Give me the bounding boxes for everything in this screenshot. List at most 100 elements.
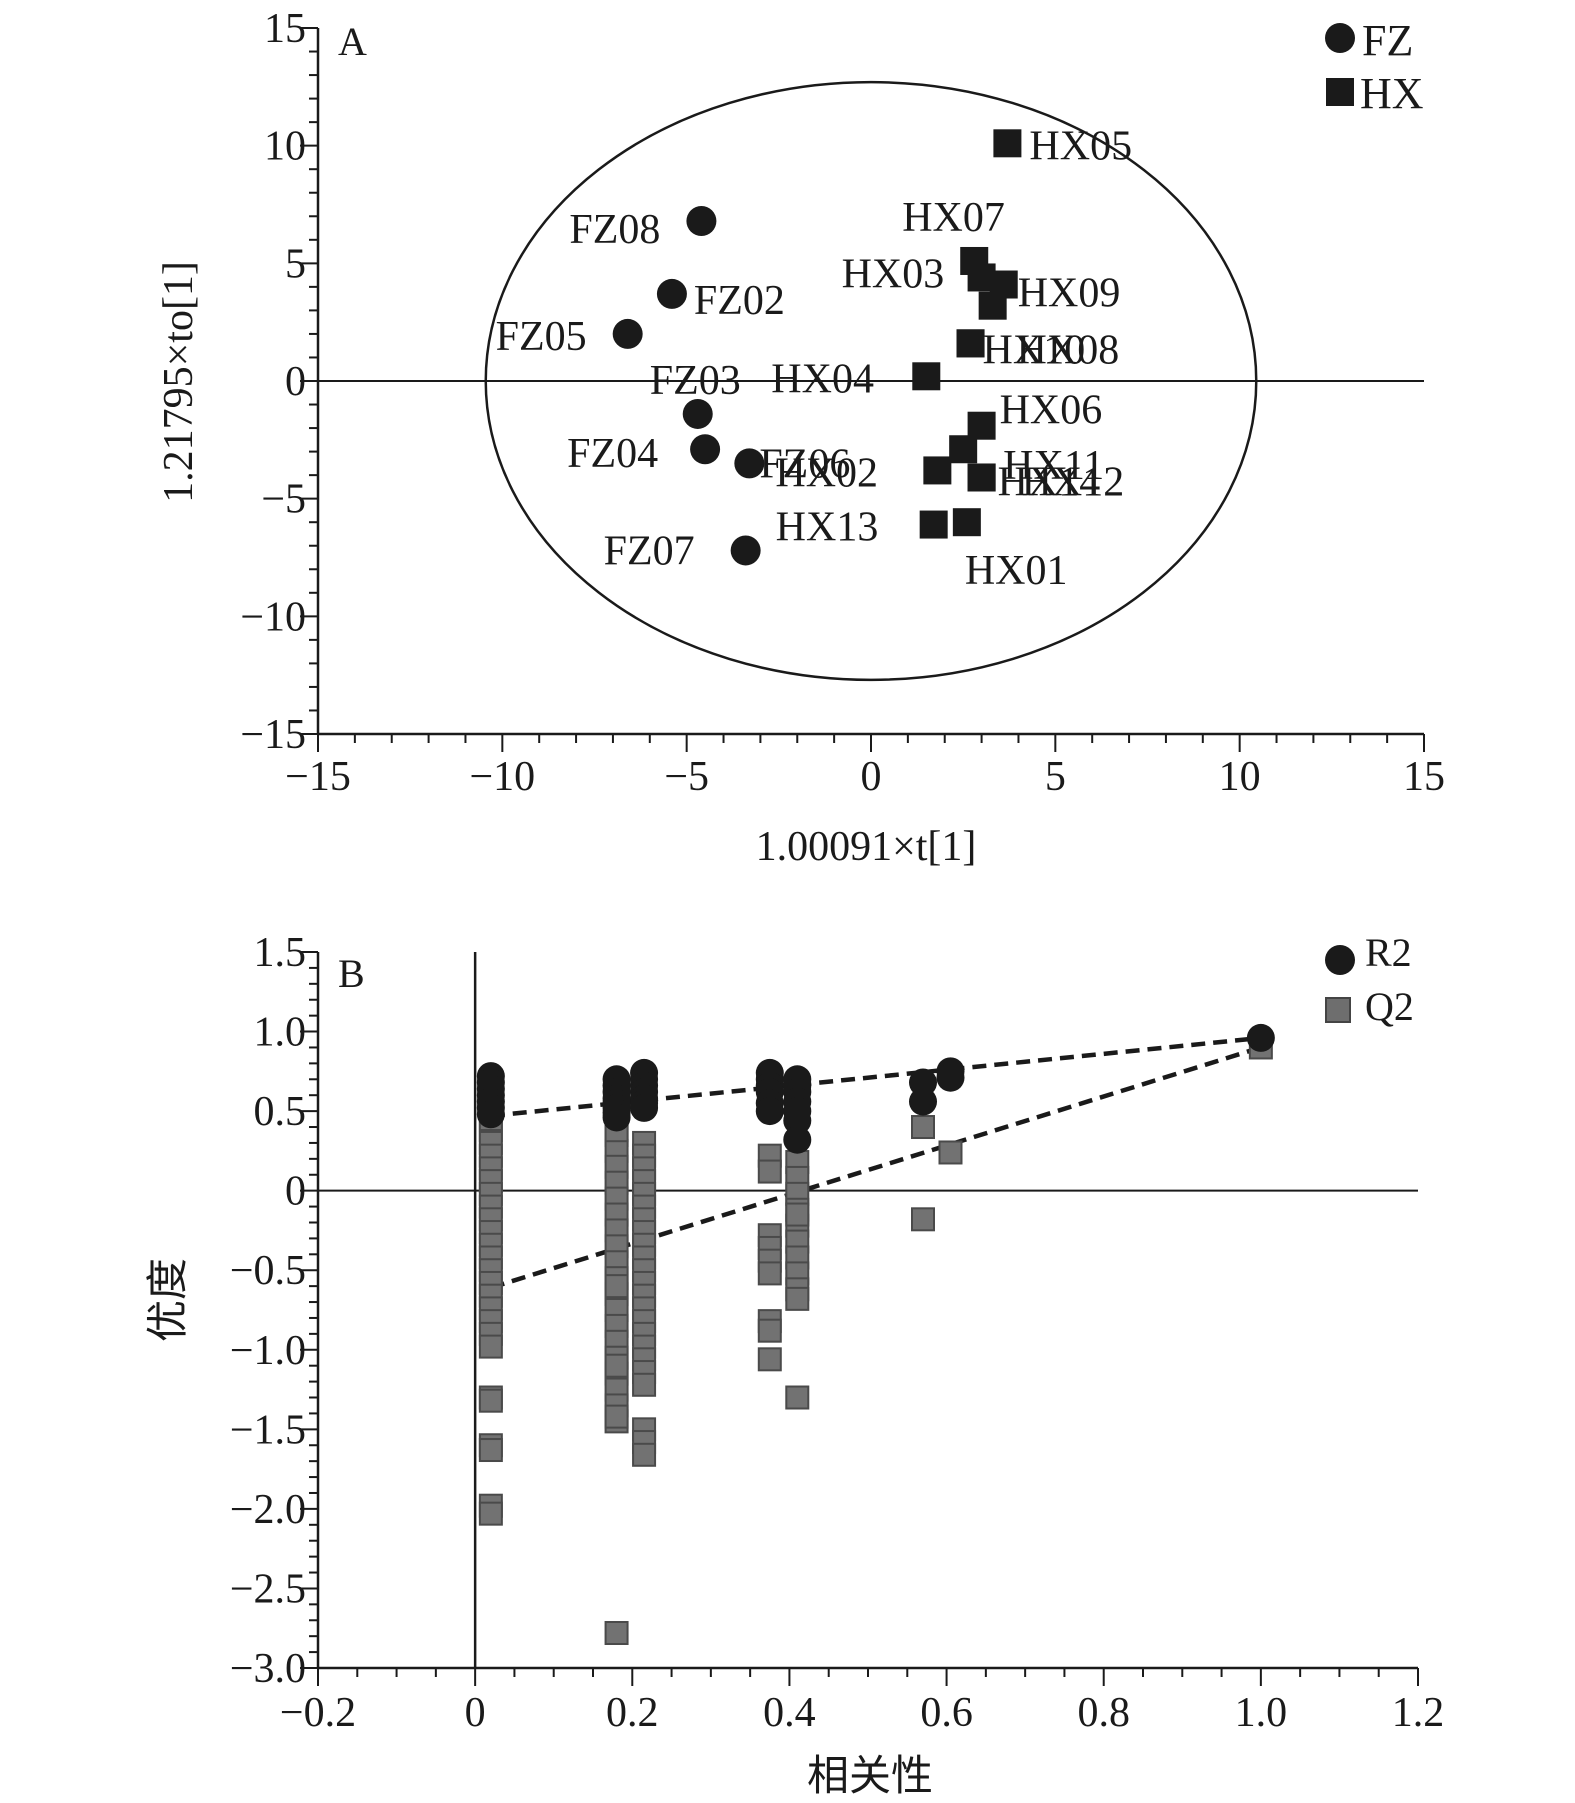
panel-a-y-tick-label: 0 (285, 359, 306, 405)
panel-b-y-tick-label: 0.5 (254, 1089, 307, 1135)
point-label-hx11: HX11 (1003, 443, 1104, 489)
panel-b-x-tick-label: 0.2 (606, 1690, 659, 1736)
q2-point (785, 1385, 810, 1410)
point-label-hx05: HX05 (1029, 123, 1132, 169)
panel-a-y-tick-label: −5 (261, 477, 306, 523)
panel-b-y-tick-label: −1.5 (230, 1407, 306, 1453)
q2-point (911, 1207, 935, 1232)
r2-point (602, 1103, 631, 1132)
point-label-fz07: FZ07 (604, 528, 695, 574)
point-label-hx09: HX09 (1018, 271, 1121, 317)
point-label-hx04: HX04 (771, 356, 874, 402)
panel-b-y-tick-label: 1.5 (254, 930, 307, 976)
legend-q2-marker (1325, 997, 1351, 1023)
point-hx12 (967, 463, 996, 492)
point-label-hx02: HX02 (775, 450, 878, 496)
point-hx02 (923, 456, 952, 485)
trend-line-r2 (490, 1035, 1262, 1119)
panel-a-x-tick-label: −10 (469, 754, 535, 800)
point-label-fz02: FZ02 (694, 278, 785, 324)
r2-point (783, 1125, 812, 1154)
q2-point (938, 1140, 963, 1165)
point-label-hx12: HX12 (1022, 459, 1125, 505)
panel-b-x-tick-label: 1.0 (1235, 1690, 1288, 1736)
panel-b-xlabel: 相关性 (807, 1754, 933, 1800)
q2-point (478, 1388, 503, 1413)
legend-fz-label: FZ (1362, 16, 1413, 65)
panel-b-x-tick-label: 0.8 (1077, 1690, 1130, 1736)
r2-point (936, 1063, 965, 1092)
panel-b-label: B (338, 951, 365, 996)
panel-b-points (476, 1023, 1275, 1645)
point-label-hx07: HX07 (902, 195, 1005, 241)
panel-b-axes: −0.2 0 0.2 0.4 0.6 0.8 1.0 1.2 1.5 1.0 0.5 0 −0.5 −1.… (230, 930, 1444, 1736)
panel-a-x-tick-label: −15 (285, 754, 351, 800)
point-fz05 (612, 318, 643, 349)
panel-b-x-tick-label: 0.6 (920, 1690, 973, 1736)
panel-a-x-tick-label: 15 (1403, 754, 1445, 800)
point-label-hx01: HX01 (965, 548, 1068, 594)
point-hx06 (967, 411, 996, 440)
q2-point (757, 1261, 782, 1286)
panel-b-x-tick-label: 0 (465, 1690, 486, 1736)
panel-b-y-tick-label: −3.0 (230, 1646, 306, 1692)
q2-point (632, 1442, 657, 1467)
point-label-hx14: HX14 (998, 459, 1101, 505)
point-label-fz04: FZ04 (567, 431, 658, 477)
point-hx01 (952, 508, 981, 537)
legend-r2-label: R2 (1365, 930, 1412, 975)
point-fz03 (682, 398, 713, 429)
legend-fz-marker (1325, 23, 1355, 53)
point-hx05 (993, 129, 1022, 158)
point-hx08 (956, 329, 985, 358)
q2-point (785, 1202, 810, 1227)
point-label-fz06: FZ06 (759, 441, 850, 487)
q2-point (757, 1318, 782, 1343)
panel-b-x-tick-label: −0.2 (280, 1690, 356, 1736)
point-fz04 (690, 434, 721, 465)
q2-point (604, 1404, 629, 1429)
panel-a-xlabel: 1.00091×t[1] (756, 824, 977, 870)
point-label-hx10: HX10 (983, 327, 1086, 373)
point-label-hx13: HX13 (776, 505, 879, 551)
q2-point (478, 1438, 503, 1463)
panel-a-y-tick-label: −10 (240, 594, 306, 640)
q2-point (604, 1620, 629, 1645)
point-label-hx06: HX06 (1000, 388, 1103, 434)
panel-a-axes: −15 −10 −5 0 5 10 15 −15 −10 −5 0 5 10 15 (240, 6, 1445, 800)
panel-b-ylabel: 优度 (146, 1258, 192, 1342)
r2-point (476, 1100, 505, 1129)
legend-q2-label: Q2 (1365, 984, 1414, 1029)
panel-a-y-tick-label: 15 (264, 6, 306, 52)
panel-b-y-tick-label: −2.0 (230, 1487, 306, 1533)
q2-point (757, 1159, 782, 1184)
panel-b-y-tick-label: 0 (285, 1169, 306, 1215)
panel-b-x-tick-label: 1.2 (1392, 1690, 1445, 1736)
point-label-fz08: FZ08 (569, 207, 660, 253)
legend-hx-label: HX (1360, 69, 1424, 118)
q2-point (604, 1353, 629, 1378)
q2-point (911, 1115, 935, 1140)
point-label-fz03: FZ03 (650, 358, 741, 404)
panel-b-legend: R2 Q2 (1325, 930, 1414, 1029)
r2-point (1246, 1023, 1275, 1052)
point-unlabeled (978, 291, 1007, 320)
panel-b-permutation-plot: −0.2 0 0.2 0.4 0.6 0.8 1.0 1.2 1.5 1.0 0.5 0 −0.5 −1.… (146, 930, 1444, 1800)
panel-a-y-tick-label: 5 (285, 241, 306, 287)
panel-a-y-tick-label: −15 (240, 712, 306, 758)
r2-point (755, 1097, 784, 1126)
q2-point (604, 1274, 629, 1299)
panel-a-x-tick-label: −5 (664, 754, 709, 800)
q2-point (785, 1286, 810, 1311)
point-fz06 (734, 448, 765, 479)
hotelling-ellipse (484, 80, 1258, 682)
panel-a-legend: FZ HX (1325, 16, 1424, 118)
point-fz02 (656, 278, 687, 309)
r2-point (630, 1093, 659, 1122)
panel-b-y-tick-label: 1.0 (254, 1010, 307, 1056)
q2-point (757, 1347, 782, 1372)
panel-a-hotelling-ellipse (484, 80, 1258, 682)
panel-a-x-tick-label: 0 (861, 754, 882, 800)
legend-r2-marker (1325, 945, 1355, 975)
